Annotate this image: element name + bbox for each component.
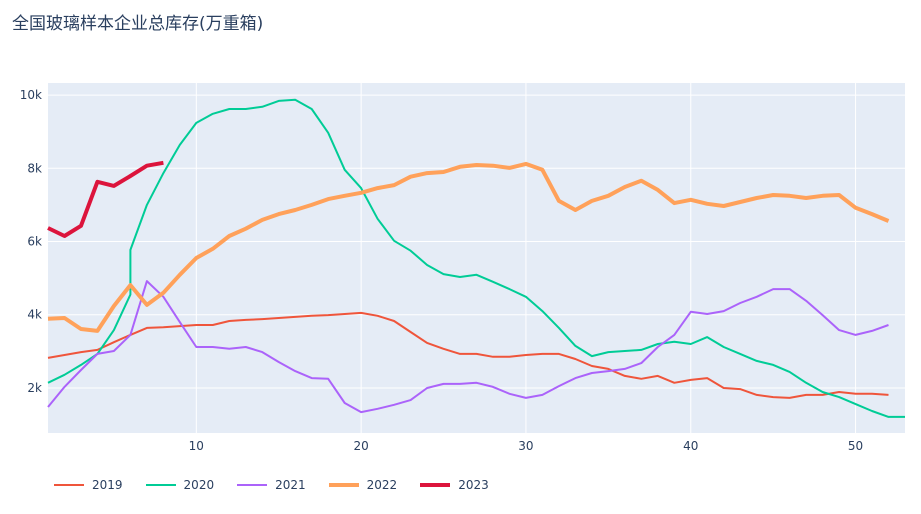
series-line-2023: [47, 160, 164, 238]
legend-item-2020[interactable]: 2020: [145, 478, 215, 492]
legend-swatch: [145, 484, 176, 486]
y-tick-label: 8k: [27, 161, 42, 175]
legend-label: 2021: [275, 478, 306, 492]
plot-background: [48, 83, 905, 433]
legend-label: 2020: [183, 478, 215, 492]
legend-item-2022[interactable]: 2022: [328, 478, 398, 492]
x-tick-label: 20: [353, 439, 368, 453]
legend-label: 2022: [366, 478, 398, 492]
chart-title: 全国玻璃样本企业总库存(万重箱): [12, 14, 264, 34]
y-tick-label: 10k: [20, 88, 42, 102]
x-tick-label: 30: [518, 439, 533, 453]
legend: 2019 2020 2021 2022 2023: [54, 478, 512, 492]
legend-swatch: [54, 484, 84, 486]
legend-item-2019[interactable]: 2019: [54, 478, 123, 492]
legend-label: 2023: [458, 478, 489, 492]
series-line-2019: [47, 311, 889, 399]
y-tick-label: 6k: [27, 235, 42, 249]
x-tick-label: 50: [848, 439, 863, 453]
legend-swatch: [237, 484, 268, 486]
x-tick-label: 10: [189, 439, 204, 453]
x-tick-label: 40: [683, 439, 698, 453]
legend-label: 2019: [92, 478, 123, 492]
series-line-2022: [47, 161, 890, 333]
legend-swatch: [420, 483, 451, 487]
legend-swatch: [328, 483, 359, 487]
legend-item-2023[interactable]: 2023: [420, 478, 489, 492]
legend-item-2021[interactable]: 2021: [237, 478, 306, 492]
y-tick-label: 2k: [27, 381, 42, 395]
series-line-2020: [47, 98, 905, 418]
y-tick-label: 4k: [27, 308, 42, 322]
series-line-2021: [47, 280, 889, 414]
